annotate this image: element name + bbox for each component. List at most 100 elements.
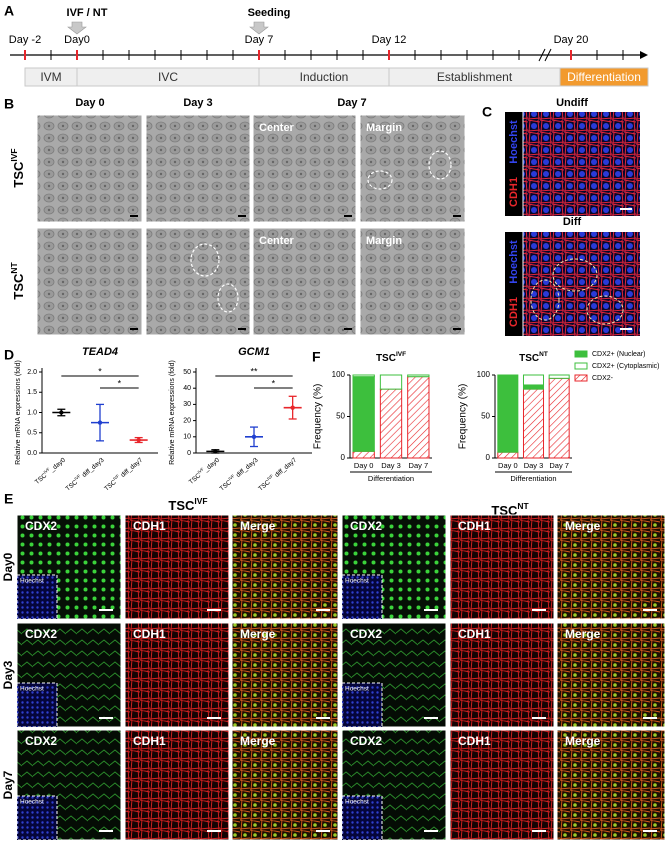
stage-label: Differentiation	[567, 70, 641, 84]
panel-letter: C	[482, 104, 492, 120]
channel-label: Merge	[240, 734, 276, 748]
scale-bar	[99, 717, 113, 719]
scale-bar	[238, 328, 246, 330]
significance-label: **	[250, 366, 258, 376]
label-suffix: _day0	[202, 456, 221, 474]
label-strip	[505, 232, 523, 336]
significance-label: *	[98, 366, 102, 376]
bar-segment	[522, 384, 545, 390]
label-sup: IVF	[266, 473, 275, 481]
legend-swatch	[574, 350, 588, 358]
bar-segment	[352, 376, 375, 452]
micrograph	[252, 114, 357, 223]
scale-bar	[643, 609, 657, 611]
channel-label: CDH1	[133, 627, 166, 641]
scale-bar	[643, 717, 657, 719]
stain-label: Hoechst	[508, 240, 520, 284]
scale-bar	[424, 609, 438, 611]
mean-dot	[213, 449, 218, 454]
label-base: TSC	[188, 472, 203, 486]
outline-region	[428, 150, 452, 180]
label-suffix: diff_day7	[272, 456, 298, 480]
channel-label: CDX2	[350, 519, 382, 533]
mean-dot	[97, 420, 103, 425]
bar-segment	[352, 374, 375, 378]
scale-bar	[643, 830, 657, 832]
x-tick-label: Day 0	[354, 461, 374, 470]
channel-label: CDX2	[25, 519, 57, 533]
panel-letter: D	[4, 347, 14, 363]
fluorescence-image	[449, 729, 555, 841]
inset-image	[341, 574, 383, 620]
bar-segment	[407, 374, 430, 378]
axis-break	[538, 48, 552, 62]
panel-letter: A	[4, 3, 14, 19]
channel-label: Merge	[240, 627, 276, 641]
column-label: Day 0	[75, 97, 104, 109]
outline-region	[190, 243, 220, 277]
stain-label: CDH1	[508, 297, 520, 327]
bar-segment	[522, 374, 545, 386]
event-arrow	[249, 21, 269, 35]
day-label: Day 7	[245, 34, 274, 46]
group-label: TSCIVF	[168, 496, 207, 513]
significance-label: *	[272, 378, 276, 388]
label-sup: NT	[539, 351, 548, 358]
scale-bar	[532, 830, 546, 832]
mean-dot	[251, 434, 257, 439]
region-label: Center	[259, 235, 295, 247]
label-sup: IVF	[73, 473, 82, 481]
legend-label: CDX2+ (Nuclear)	[592, 351, 646, 358]
label-base: TSC	[11, 273, 26, 300]
inset-label: Hoechst	[345, 578, 369, 585]
x-axis-label: Differentiation	[368, 474, 414, 483]
scale-bar	[344, 215, 352, 217]
y-tick-label: 1.0	[27, 409, 37, 416]
x-tick-label: Day 3	[524, 461, 544, 470]
region-label: Margin	[366, 122, 402, 134]
channel-label: CDH1	[458, 519, 491, 533]
mean-dot	[290, 405, 295, 410]
x-tick-label: TSCIVF diff_day3	[217, 455, 260, 493]
label-base: TSC	[64, 479, 79, 493]
mean-dot	[136, 437, 141, 443]
fluorescence-image	[124, 729, 230, 841]
scale-bar	[424, 830, 438, 832]
channel-label: CDX2	[350, 627, 382, 641]
x-tick-label: Day 7	[409, 461, 429, 470]
bar-segment	[522, 388, 545, 459]
bar-segment	[497, 374, 519, 453]
label-suffix: diff_day3	[79, 456, 105, 480]
channel-label: Merge	[565, 734, 601, 748]
channel-label: CDH1	[458, 627, 491, 641]
scale-bar	[316, 609, 330, 611]
row-label: TSCIVF	[9, 148, 26, 187]
micrograph	[36, 227, 143, 336]
channel-label: CDH1	[458, 734, 491, 748]
y-tick-label: 0	[486, 453, 491, 462]
condition-label: Undiff	[556, 97, 588, 109]
x-tick-label: TSCIVF_day0	[32, 455, 67, 486]
scale-bar	[532, 609, 546, 611]
outline-region	[367, 170, 393, 190]
y-tick-label: 0	[341, 453, 346, 462]
y-tick-label: 30	[183, 401, 191, 408]
stage-label: Establishment	[437, 70, 513, 84]
inset-label: Hoechst	[345, 799, 369, 806]
micrograph	[145, 114, 251, 223]
y-axis-label: Relative mRNA expressions (fold)	[169, 360, 176, 465]
label-suffix: diff_day7	[118, 456, 144, 480]
timeline-arrow	[640, 51, 648, 59]
fluorescence-image	[505, 112, 640, 216]
label-sup: IVF	[396, 351, 406, 358]
row-label: Day7	[1, 770, 15, 799]
scale-bar	[99, 609, 113, 611]
scale-bar	[130, 215, 138, 217]
y-tick-label: 10	[183, 434, 191, 441]
scale-bar	[316, 717, 330, 719]
channel-label: CDX2	[350, 734, 382, 748]
channel-label: CDX2	[25, 627, 57, 641]
label-sup: IVF	[112, 473, 121, 481]
label-strip	[505, 112, 523, 216]
